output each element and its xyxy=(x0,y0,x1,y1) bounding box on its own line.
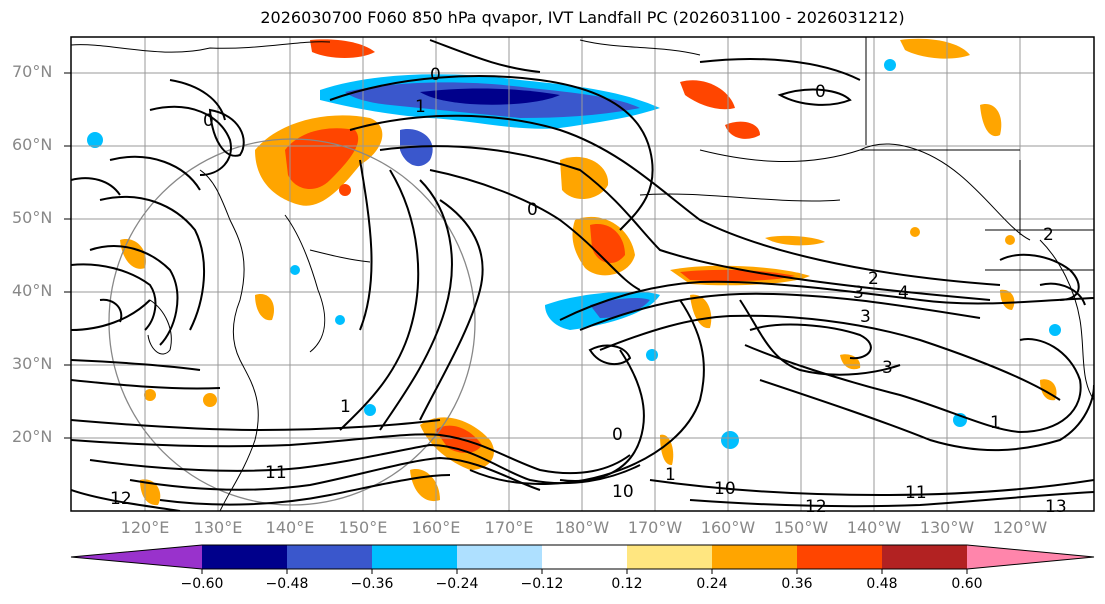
contour-label: 0 xyxy=(203,111,214,131)
contour-label: 0 xyxy=(527,200,538,220)
contour-label: 2 xyxy=(1043,225,1054,245)
colorbar-segment xyxy=(797,545,882,569)
lat-label: 30°N xyxy=(12,354,53,373)
lon-label: 120°E xyxy=(120,518,170,537)
map-title: 2026030700 F060 850 hPa qvapor, IVT Land… xyxy=(260,8,905,27)
lon-label: 120°W xyxy=(992,518,1048,537)
ivt-contours xyxy=(71,39,1094,511)
contour-label: 13 xyxy=(1045,497,1067,517)
landfall-circle xyxy=(108,138,476,506)
colorbar-segment xyxy=(627,545,712,569)
contour-label: 12 xyxy=(805,497,827,517)
lat-label: 20°N xyxy=(12,427,53,446)
colorbar-tick-label: 0.48 xyxy=(866,576,898,592)
lon-label: 180°W xyxy=(554,518,610,537)
contour-label: 0 xyxy=(815,82,826,102)
colorbar-segment xyxy=(287,545,372,569)
lon-label: 140°W xyxy=(846,518,902,537)
lon-label: 150°W xyxy=(773,518,829,537)
colorbar-tick-label: 0.36 xyxy=(781,576,813,592)
colorbar-segment xyxy=(457,545,542,569)
contour-label: 3 xyxy=(860,307,871,327)
contour-label: 1 xyxy=(665,465,676,485)
colorbar-segment xyxy=(967,545,1094,569)
plot-border xyxy=(70,36,1095,512)
colorbar-tick-label: −0.24 xyxy=(435,576,479,592)
colorbar-tick-label: −0.36 xyxy=(350,576,394,592)
lon-label: 130°E xyxy=(193,518,243,537)
colorbar-segment xyxy=(542,545,627,569)
lon-label: 150°E xyxy=(338,518,388,537)
contour-label: 0 xyxy=(430,65,441,85)
contour-label: 10 xyxy=(714,479,736,499)
contour-label: 1 xyxy=(340,397,351,417)
lat-label: 50°N xyxy=(12,208,53,227)
contour-label: 1 xyxy=(415,97,426,117)
contour-label: 2 xyxy=(868,269,879,289)
colorbar-tick-label: 0.60 xyxy=(951,576,983,592)
colorbar-tick-label: −0.60 xyxy=(180,576,224,592)
colorbar-tick-label: 0.24 xyxy=(696,576,728,592)
colorbar-tick-label: −0.48 xyxy=(265,576,309,592)
contour-label: 3 xyxy=(853,283,864,303)
lat-label: 40°N xyxy=(12,281,53,300)
colorbar-tick-label: −0.12 xyxy=(520,576,564,592)
lon-label: 160°E xyxy=(411,518,461,537)
contour-label: 0 xyxy=(612,425,623,445)
map-gridlines xyxy=(71,37,1094,511)
lat-label: 60°N xyxy=(12,135,53,154)
contour-label: 1 xyxy=(990,413,1001,433)
colorbar-segment xyxy=(712,545,797,569)
contour-label: 12 xyxy=(110,489,132,509)
axis-ticks xyxy=(64,72,71,439)
contour-labels: 0 0 0 0 0 1 1 1 1 2 2 3 3 3 4 10 10 11 1… xyxy=(110,65,1067,517)
lon-label: 170°E xyxy=(484,518,534,537)
lon-label: 140°E xyxy=(265,518,315,537)
colorbar-tick-label: 0.12 xyxy=(611,576,643,592)
contour-label: 11 xyxy=(265,463,287,483)
lon-label: 160°W xyxy=(700,518,756,537)
contour-label: 4 xyxy=(898,283,909,303)
contour-label: 10 xyxy=(612,482,634,502)
lat-label: 70°N xyxy=(12,62,53,81)
colorbar xyxy=(70,544,1095,574)
lon-label: 130°W xyxy=(919,518,975,537)
lon-label: 170°W xyxy=(627,518,683,537)
contour-label: 11 xyxy=(905,483,927,503)
colorbar-segment xyxy=(202,545,287,569)
colorbar-segment xyxy=(71,545,202,569)
contour-label: 3 xyxy=(882,358,893,378)
colorbar-segment xyxy=(882,545,967,569)
colorbar-segment xyxy=(372,545,457,569)
